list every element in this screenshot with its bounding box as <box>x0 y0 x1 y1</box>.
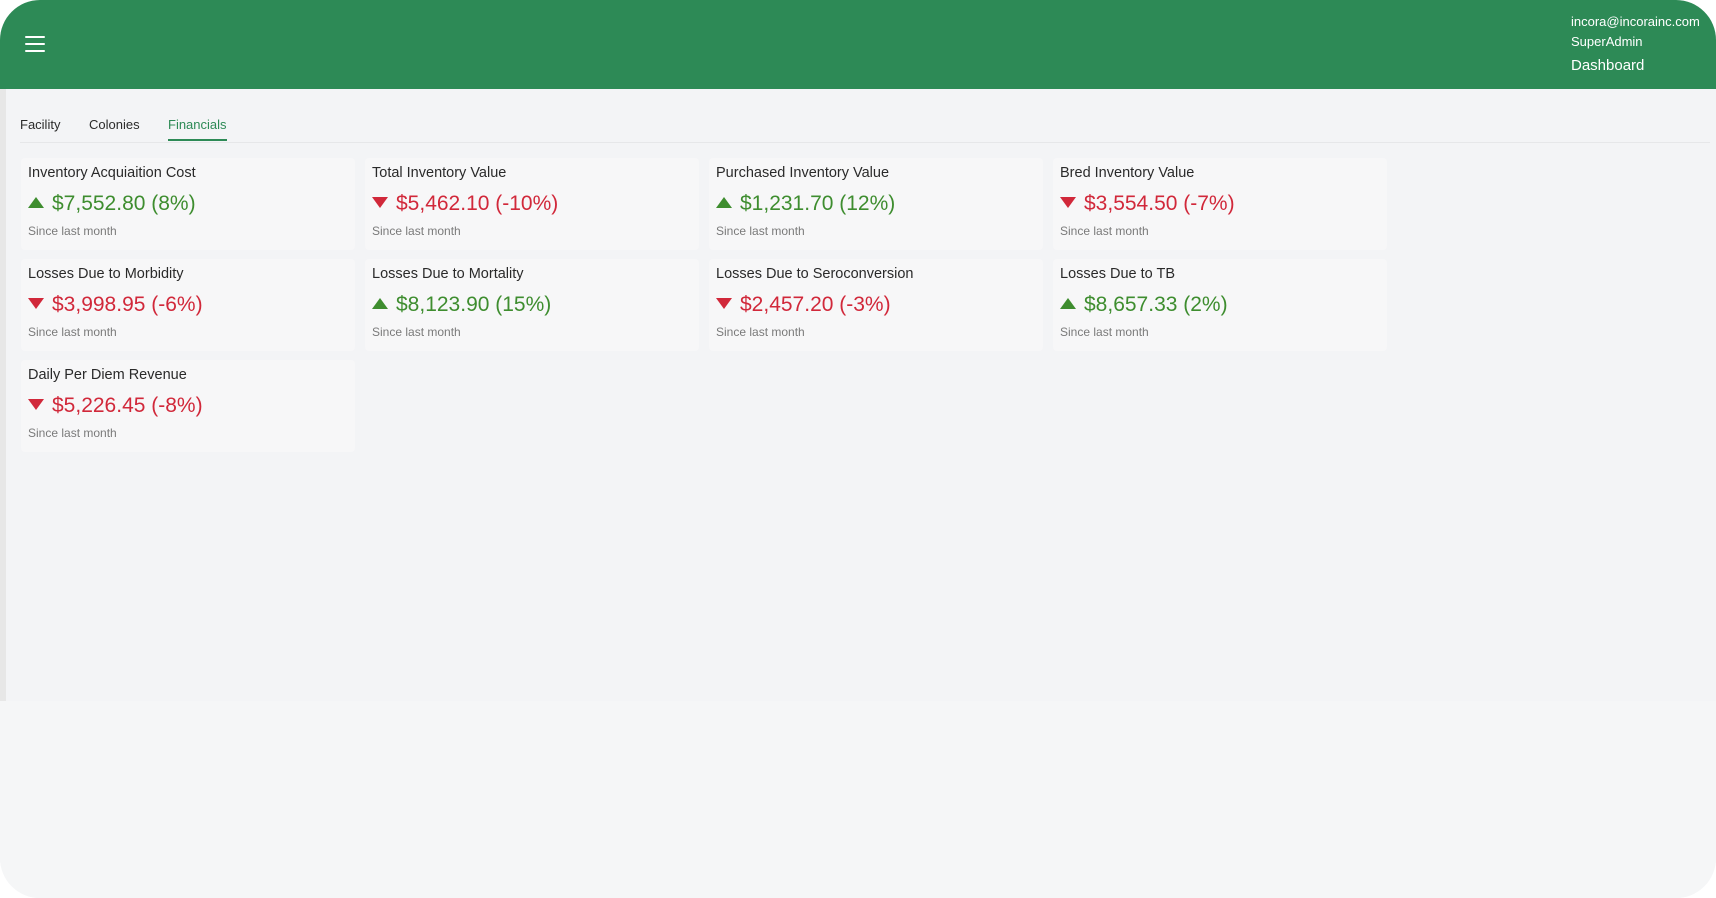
tab-colonies[interactable]: Colonies <box>89 117 140 132</box>
kpi-card-value: $1,231.70 (12%) <box>716 192 895 216</box>
kpi-card-title: Losses Due to Morbidity <box>28 266 184 282</box>
left-edge-divider <box>0 89 6 701</box>
kpi-card-value-text: $5,462.10 (-10%) <box>396 192 559 215</box>
trend-up-icon <box>716 196 732 208</box>
kpi-card-caption: Since last month <box>28 224 117 238</box>
kpi-card-value: $5,226.45 (-8%) <box>28 394 203 418</box>
kpi-card-title: Losses Due to TB <box>1060 266 1175 282</box>
kpi-card-value: $7,552.80 (8%) <box>28 192 196 216</box>
user-email: incora@incorainc.com <box>1571 14 1700 29</box>
kpi-card-losses-morbidity: Losses Due to Morbidity $3,998.95 (-6%) … <box>21 259 355 351</box>
kpi-card-value: $3,554.50 (-7%) <box>1060 192 1235 216</box>
kpi-card-caption: Since last month <box>716 224 805 238</box>
trend-down-icon <box>28 398 44 410</box>
trend-down-icon <box>716 297 732 309</box>
empty-content-area <box>0 701 1716 898</box>
kpi-card-value-text: $3,554.50 (-7%) <box>1084 192 1235 215</box>
kpi-card-value-text: $1,231.70 (12%) <box>740 192 896 215</box>
kpi-card-title: Inventory Acquiaition Cost <box>28 165 196 181</box>
kpi-card-value: $2,457.20 (-3%) <box>716 293 891 317</box>
kpi-card-caption: Since last month <box>1060 224 1149 238</box>
kpi-card-losses-mortality: Losses Due to Mortality $8,123.90 (15%) … <box>365 259 699 351</box>
top-app-bar: incora@incorainc.com SuperAdmin Dashboar… <box>0 0 1716 89</box>
kpi-card-caption: Since last month <box>716 325 805 339</box>
kpi-card-value: $8,657.33 (2%) <box>1060 293 1228 317</box>
kpi-card-value: $8,123.90 (15%) <box>372 293 551 317</box>
kpi-card-title: Daily Per Diem Revenue <box>28 367 187 383</box>
kpi-card-caption: Since last month <box>28 426 117 440</box>
kpi-card-caption: Since last month <box>1060 325 1149 339</box>
tab-facility[interactable]: Facility <box>20 117 61 132</box>
trend-up-icon <box>1060 297 1076 309</box>
kpi-card-value-text: $8,123.90 (15%) <box>396 293 552 316</box>
kpi-card-title: Bred Inventory Value <box>1060 165 1195 181</box>
kpi-card-bred-inventory-value: Bred Inventory Value $3,554.50 (-7%) Sin… <box>1053 158 1387 250</box>
kpi-card-value-text: $3,998.95 (-6%) <box>52 293 203 316</box>
kpi-card-purchased-inventory-value: Purchased Inventory Value $1,231.70 (12%… <box>709 158 1043 250</box>
kpi-card-title: Total Inventory Value <box>372 165 507 181</box>
kpi-card-losses-tb: Losses Due to TB $8,657.33 (2%) Since la… <box>1053 259 1387 351</box>
kpi-card-daily-per-diem-revenue: Daily Per Diem Revenue $5,226.45 (-8%) S… <box>21 360 355 452</box>
kpi-card-title: Losses Due to Mortality <box>372 266 524 282</box>
tab-financials[interactable]: Financials <box>168 117 227 141</box>
trend-up-icon <box>28 196 44 208</box>
user-info: incora@incorainc.com SuperAdmin Dashboar… <box>1571 13 1700 75</box>
page-title: Dashboard <box>1571 57 1645 74</box>
kpi-card-caption: Since last month <box>28 325 117 339</box>
trend-down-icon <box>28 297 44 309</box>
user-role: SuperAdmin <box>1571 34 1643 49</box>
hamburger-menu-icon[interactable] <box>25 33 51 55</box>
kpi-card-value-text: $2,457.20 (-3%) <box>740 293 891 316</box>
kpi-card-caption: Since last month <box>372 325 461 339</box>
kpi-card-title: Losses Due to Seroconversion <box>716 266 914 282</box>
trend-down-icon <box>372 196 388 208</box>
trend-down-icon <box>1060 196 1076 208</box>
kpi-card-inventory-acquisition-cost: Inventory Acquiaition Cost $7,552.80 (8%… <box>21 158 355 250</box>
kpi-card-value: $5,462.10 (-10%) <box>372 192 558 216</box>
kpi-card-title: Purchased Inventory Value <box>716 165 890 181</box>
kpi-card-caption: Since last month <box>372 224 461 238</box>
trend-up-icon <box>372 297 388 309</box>
kpi-card-value: $3,998.95 (-6%) <box>28 293 203 317</box>
kpi-card-value-text: $5,226.45 (-8%) <box>52 394 203 417</box>
kpi-card-total-inventory-value: Total Inventory Value $5,462.10 (-10%) S… <box>365 158 699 250</box>
kpi-card-losses-seroconversion: Losses Due to Seroconversion $2,457.20 (… <box>709 259 1043 351</box>
kpi-card-value-text: $8,657.33 (2%) <box>1084 293 1228 316</box>
kpi-card-value-text: $7,552.80 (8%) <box>52 192 196 215</box>
tab-bar: Facility Colonies Financials <box>20 108 1710 143</box>
